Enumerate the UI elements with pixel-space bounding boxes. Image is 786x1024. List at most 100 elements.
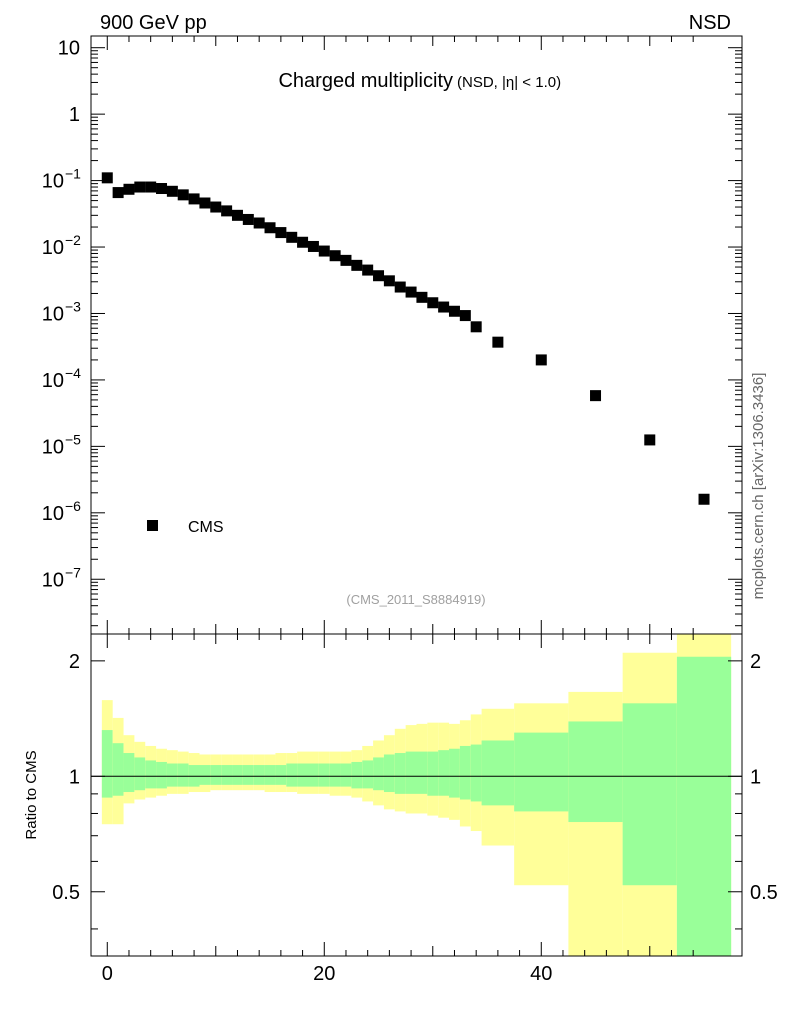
ratio-band-inner [427,751,439,796]
ratio-band-inner [405,751,417,794]
plot-subtitle: (NSD, |η| < 1.0) [457,74,561,91]
ratio-band-inner [318,763,330,787]
side-label: mcplots.cern.ch [arXiv:1306.3436] [750,373,767,600]
x-tick-label: 0 [102,963,113,985]
ratio-band-inner [416,751,428,794]
ratio-y-tick-label: 1 [69,766,80,788]
y-tick-label: 10 [42,237,64,259]
data-point [286,231,298,243]
ratio-band-inner [373,757,384,791]
ratio-band-inner [329,763,341,787]
ratio-band-inner [112,743,124,796]
data-point [438,301,450,313]
ratio-band-inner [232,765,243,785]
ratio-y-tick-label: 2 [69,651,80,673]
ratio-band-inner [221,765,233,785]
data-point [329,250,341,262]
plot-title: Charged multiplicity [278,70,453,92]
data-point [644,434,656,446]
ratio-band-inner [340,763,352,787]
data-point [242,213,254,225]
legend-label: CMS [188,519,224,536]
ratio-band-inner [622,703,677,886]
y-tick-label-exponent: −1 [65,166,81,182]
ratio-band-inner [145,760,157,789]
y-tick-label: 10 [42,436,64,458]
data-point [177,189,189,201]
ratio-band-inner [481,740,515,806]
ratio-band-inner [275,765,287,785]
data-point [362,264,374,276]
data-point [427,297,439,309]
main-panel-frame [90,35,743,635]
legend-marker [147,520,158,531]
data-point [698,493,710,505]
y-tick-label: 1 [69,104,80,126]
data-point [307,240,319,252]
ratio-band-inner [459,745,471,800]
data-point [231,209,243,221]
data-point [199,197,211,209]
data-point [112,187,124,199]
x-tick-label: 40 [530,963,552,985]
ratio-band-inner [438,750,450,796]
ratio-band-inner [362,760,374,789]
y-tick-label-exponent: −4 [65,365,81,381]
ratio-band-inner [286,763,298,787]
data-point [156,183,168,195]
ratio-band-inner [351,761,363,789]
data-markers [101,172,710,505]
ratio-band-inner [242,765,254,785]
data-point [297,236,309,248]
y-tick-label-exponent: −7 [65,564,81,580]
ratio-band-inner [394,753,406,794]
ratio-band-inner [568,721,623,823]
ratio-band-inner [166,763,178,787]
ratio-band-inner [264,765,276,785]
ratio-band-inner [199,765,211,785]
data-point [383,275,395,287]
data-point [590,390,602,402]
y-tick-label: 10 [42,569,64,591]
data-point [221,205,233,217]
y-tick-label-exponent: −5 [65,431,81,447]
data-point [459,310,471,322]
y-tick-label: 10 [42,370,64,392]
ratio-band-inner [514,732,569,812]
header-right-label: NSD [689,12,731,34]
data-point [275,227,287,239]
ratio-uncertainty-bands [101,634,732,956]
data-point [264,222,276,234]
data-point [210,201,222,213]
data-point [470,321,482,333]
data-point [394,281,406,293]
data-point [351,259,363,271]
y-tick-label-exponent: −6 [65,498,81,514]
data-point [166,185,178,197]
ratio-y-tick-label-right: 2 [750,651,761,673]
y-tick-label: 10 [42,171,64,193]
ratio-band-inner [676,656,732,956]
analysis-label: (CMS_2011_S8884919) [346,592,485,607]
ratio-band-inner [470,744,482,802]
ratio-band-inner [156,761,167,789]
data-point [416,291,428,303]
ratio-band-inner [308,763,319,787]
ratio-band-inner [210,765,222,785]
ratio-panel-frame [90,633,743,957]
data-point [318,245,330,257]
y-tick-label: 10 [42,503,64,525]
y-tick-label-exponent: −2 [65,232,81,248]
axis-ticks [91,36,742,956]
data-point [253,217,265,229]
ratio-band-inner [177,763,189,787]
data-point [340,254,352,266]
ratio-band-inner [383,754,395,793]
data-point [123,183,135,195]
ratio-y-tick-label-right: 0.5 [750,882,778,904]
ratio-band-inner [449,748,460,798]
data-point [405,286,417,298]
ratio-band-inner [134,757,146,791]
